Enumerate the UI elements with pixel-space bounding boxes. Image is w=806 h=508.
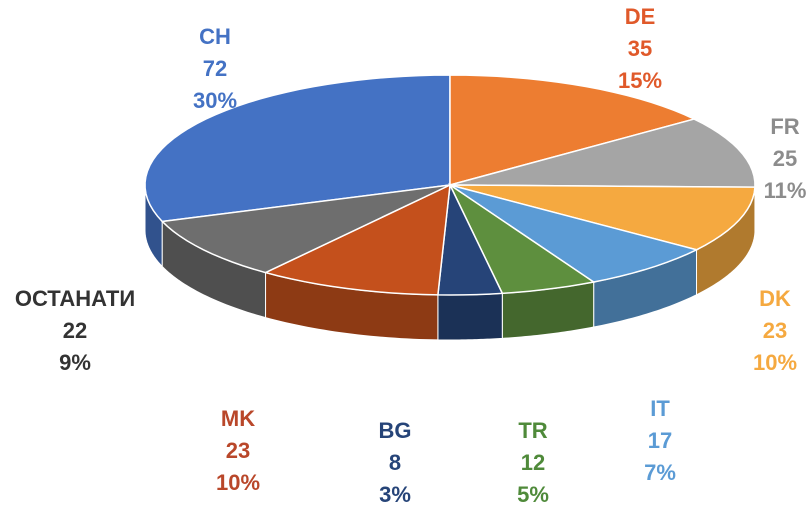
category-label: FR [770, 114, 799, 139]
slice [449, 74, 697, 186]
slice [449, 184, 756, 251]
value-label: 25 [773, 146, 797, 171]
value-label: 17 [648, 428, 672, 453]
slice [448, 182, 596, 295]
slice [449, 118, 756, 188]
percent-label: 7% [644, 460, 676, 485]
percent-label: 5% [517, 482, 549, 507]
category-label: CH [199, 24, 231, 49]
value-label: 22 [63, 318, 87, 343]
value-label: 23 [763, 318, 787, 343]
slice-side [437, 292, 503, 341]
percent-label: 15% [618, 68, 662, 93]
category-label: BG [379, 418, 412, 443]
percent-label: 3% [379, 482, 411, 507]
slice [263, 183, 451, 296]
value-label: 72 [203, 56, 227, 81]
category-label: ОСТАНАТИ [15, 286, 135, 311]
percent-label: 30% [193, 88, 237, 113]
value-label: 8 [389, 450, 401, 475]
slice [437, 182, 504, 296]
percent-label: 9% [59, 350, 91, 375]
value-label: 12 [521, 450, 545, 475]
category-label: IT [650, 396, 670, 421]
category-label: DE [625, 4, 656, 29]
value-label: 23 [226, 438, 250, 463]
percent-label: 11% [764, 178, 806, 203]
slice [449, 184, 699, 283]
percent-label: 10% [753, 350, 797, 375]
category-label: DK [759, 286, 791, 311]
value-label: 35 [628, 36, 652, 61]
percent-label: 10% [216, 470, 260, 495]
slice [160, 184, 451, 274]
category-label: MK [221, 406, 255, 431]
category-label: TR [518, 418, 547, 443]
slice [144, 74, 451, 223]
